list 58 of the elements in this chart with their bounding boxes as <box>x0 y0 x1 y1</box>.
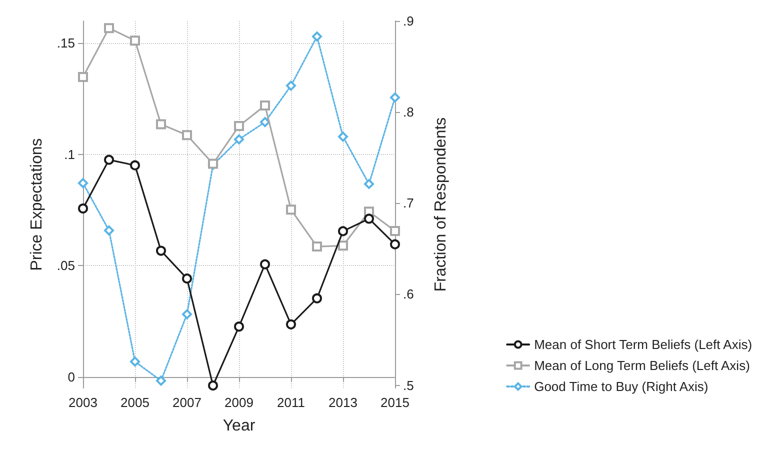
x-axis-title: Year <box>222 418 256 434</box>
x-tick-label: 2011 <box>277 395 305 410</box>
point <box>104 154 114 165</box>
point <box>390 92 400 102</box>
point <box>182 130 192 140</box>
point <box>312 31 322 42</box>
point <box>364 179 374 190</box>
point <box>78 178 88 188</box>
point <box>286 204 296 215</box>
point <box>104 225 114 236</box>
point <box>130 36 140 46</box>
x-tick-label: 2007 <box>172 395 202 410</box>
x-tick-label: 2009 <box>224 395 254 410</box>
point <box>286 319 296 330</box>
point <box>312 293 322 304</box>
point <box>104 23 114 34</box>
legend-label: Mean of Long Term Beliefs (Left Axis) <box>534 358 750 373</box>
y-tick-label: .1 <box>64 146 75 162</box>
point <box>364 214 374 224</box>
x-tick-label: 2013 <box>328 395 358 410</box>
x-tick-label: 2005 <box>120 395 150 410</box>
point <box>78 72 88 82</box>
point <box>234 322 244 332</box>
point <box>130 356 140 367</box>
x-tick-label: 2015 <box>380 395 410 410</box>
point <box>390 226 400 236</box>
point <box>130 160 140 170</box>
y2-tick-label: .9 <box>403 14 414 28</box>
y-axis-title: Price Expectations <box>28 138 46 271</box>
point <box>390 239 400 250</box>
point <box>156 119 166 130</box>
y2-tick-label: .8 <box>403 104 414 120</box>
point <box>156 246 166 256</box>
y-tick-label: .05 <box>56 258 75 274</box>
point <box>338 132 348 142</box>
point <box>182 274 192 284</box>
point <box>260 117 270 128</box>
point <box>208 380 218 391</box>
x-tick-label: 2003 <box>68 395 98 410</box>
point <box>260 259 270 270</box>
y2-tick-label: .6 <box>403 286 414 302</box>
point <box>338 226 348 236</box>
point <box>156 376 166 386</box>
legend-label: Mean of Short Term Beliefs (Left Axis) <box>534 337 752 352</box>
legend-label: Good Time to Buy (Right Axis) <box>534 379 708 394</box>
y-tick-label: 0 <box>68 369 75 384</box>
y2-tick-label: .7 <box>403 196 414 211</box>
point <box>234 120 244 131</box>
point <box>234 134 244 144</box>
y-tick-label: .15 <box>56 36 75 51</box>
point <box>260 100 270 111</box>
point <box>286 80 296 91</box>
point <box>312 242 322 252</box>
point <box>78 204 88 214</box>
y2-tick-label: .5 <box>403 378 414 393</box>
point <box>338 240 348 251</box>
point <box>182 309 192 320</box>
y2-axis-title: Fraction of Respondents <box>432 117 450 292</box>
